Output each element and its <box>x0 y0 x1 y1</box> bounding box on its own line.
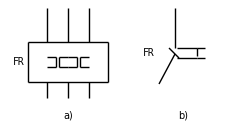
Text: b): b) <box>178 111 188 121</box>
Text: FR: FR <box>143 48 155 58</box>
Text: a): a) <box>63 111 73 121</box>
Text: FR: FR <box>13 57 25 67</box>
